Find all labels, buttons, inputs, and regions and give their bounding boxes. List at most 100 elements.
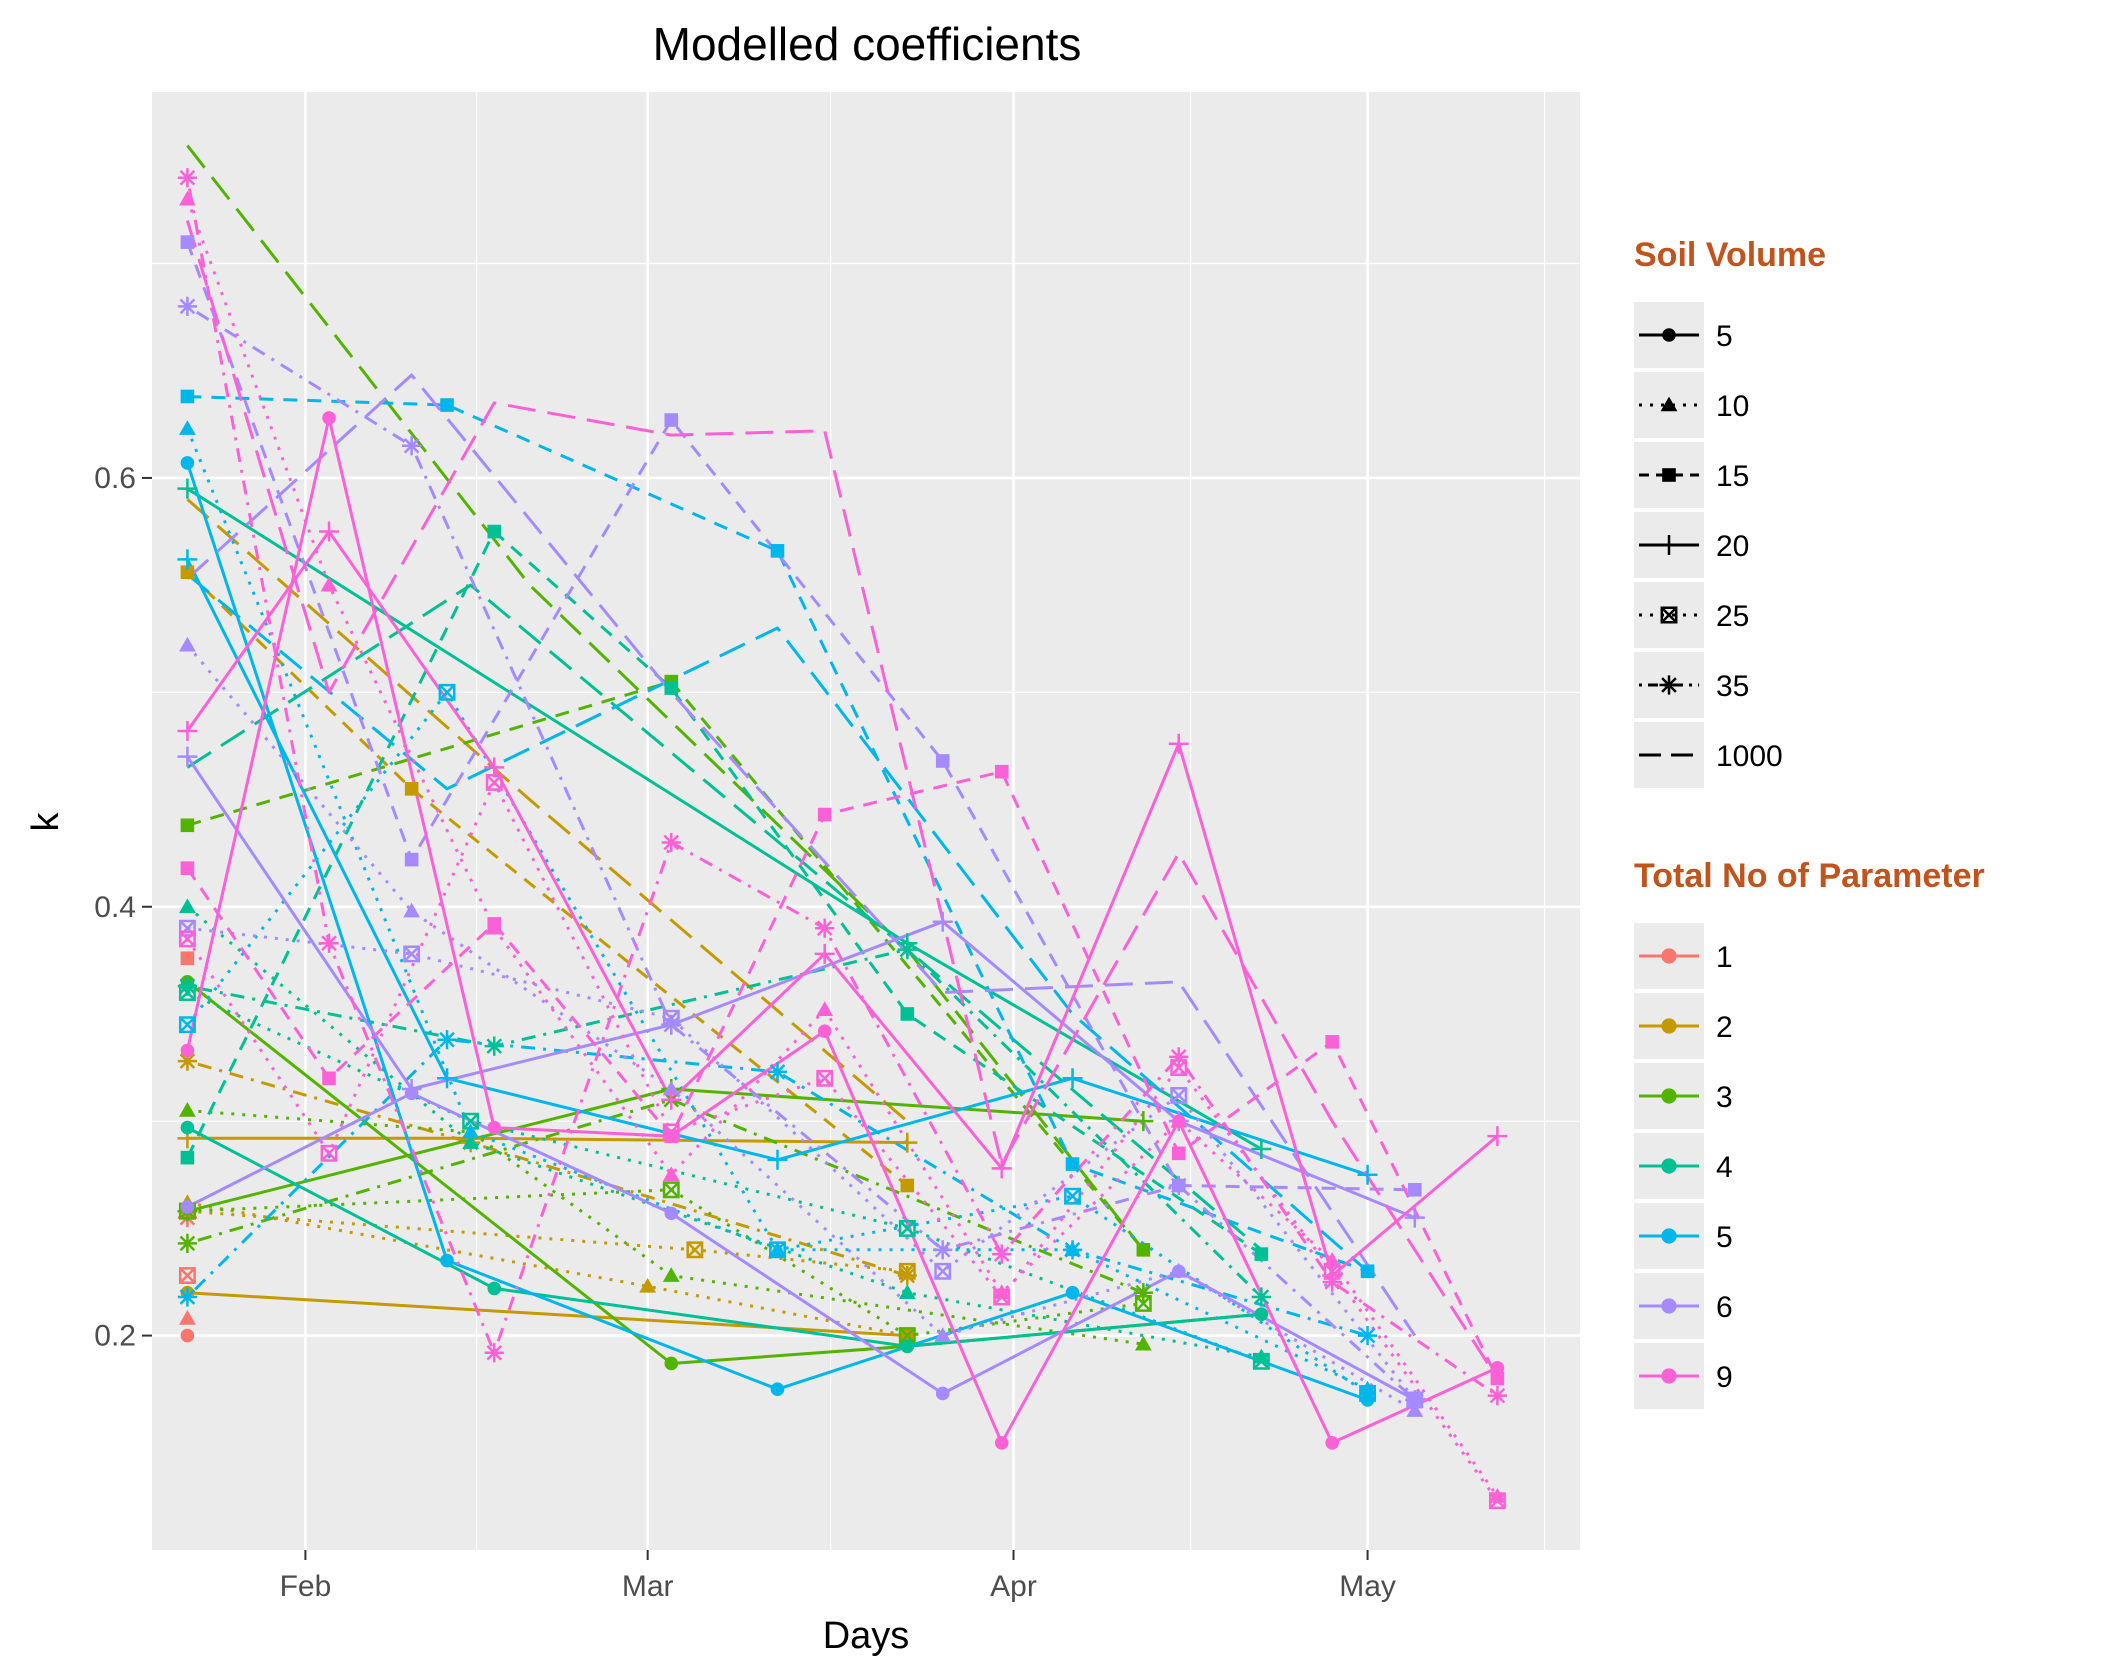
series-p5-v5-point — [1065, 1285, 1080, 1300]
legend-item: 3 — [1634, 1063, 1733, 1129]
legend-label: 5 — [1716, 1221, 1733, 1254]
x-tick-label: Feb — [280, 1570, 332, 1603]
legend-item: 5 — [1634, 302, 1733, 368]
legend-item: 1000 — [1634, 722, 1783, 788]
series-p9-v15-point — [180, 861, 195, 875]
series-p9-v15-point — [487, 917, 502, 931]
series-p9-v10-point — [320, 576, 338, 592]
series-p9-v35-point — [1487, 1386, 1507, 1406]
series-p9-v25-point — [993, 1288, 1011, 1306]
series-p9-v25-point — [662, 1123, 680, 1141]
series-p5-v20-point — [1062, 1068, 1083, 1089]
series-p5-v20-point — [177, 549, 198, 570]
legend-label: 9 — [1716, 1361, 1733, 1394]
legend-color-circle-icon — [1661, 948, 1677, 964]
legend-label: 5 — [1716, 320, 1733, 353]
series-p9-v35-point — [1169, 1047, 1189, 1067]
legend-color-circle-icon — [1661, 1018, 1677, 1034]
series-p9-v1000-line — [185, 220, 1499, 1380]
series-p3-v15-point — [180, 818, 195, 833]
legend-title: Total No of Parameter — [1634, 857, 1985, 895]
series-p3-v10-point — [662, 1267, 680, 1282]
series-p6-v15-point — [1407, 1182, 1422, 1197]
series-p9-v15-point — [1490, 1371, 1505, 1386]
series-p6-v35-point — [933, 1240, 953, 1260]
legend-shape-triangle-icon — [1660, 396, 1678, 412]
series-p2-v20-point — [897, 1132, 918, 1153]
series-p5-v10-point — [179, 420, 196, 435]
series-p5-v15-point — [1360, 1264, 1375, 1279]
series-p9-v5-point — [487, 1120, 502, 1135]
legend-item: 1 — [1634, 923, 1733, 989]
series-p5-v10-point — [1359, 1380, 1376, 1396]
legend-label: 1000 — [1716, 740, 1783, 773]
series-p9-v5-point — [1490, 1360, 1505, 1375]
series-p4-v15-line — [186, 530, 1263, 1256]
series-p6-v5-point — [180, 1200, 195, 1214]
series-p1-v25-point — [178, 1267, 196, 1284]
series-p6-v10-point — [179, 636, 196, 652]
series-p5-v25-point — [438, 683, 456, 701]
series-p4-v5-line — [186, 1126, 1262, 1348]
series-p6-v15-point — [180, 235, 195, 249]
series-p6-v25-point — [403, 945, 421, 963]
series-p9-v20-point — [1168, 733, 1189, 754]
legend-label: 20 — [1716, 530, 1749, 563]
x-tick-label: May — [1339, 1570, 1396, 1603]
series-p5-v35-point — [767, 1062, 788, 1082]
y-axis: 0.2 0.4 0.6 — [94, 462, 152, 1353]
y-tick-label: 0.2 — [94, 1320, 136, 1353]
series-p6-v15-point — [664, 413, 679, 427]
series-p9-v15-point — [1325, 1035, 1339, 1049]
series-p9-v10-point — [993, 1284, 1011, 1300]
series-p5-v35-point — [1357, 1325, 1378, 1346]
series-p9-v15-point — [994, 764, 1009, 779]
legend-label: 4 — [1716, 1151, 1733, 1184]
series-p6-v5-point — [935, 1386, 950, 1401]
series-p6-v20-point — [932, 911, 953, 932]
legend-label: 1 — [1716, 941, 1733, 974]
series-p2-v1000-line — [186, 498, 909, 1123]
series-p2-v15-point — [180, 565, 195, 580]
series-p2-v35-point — [177, 1051, 198, 1071]
series-p6-v15-point — [935, 754, 950, 768]
series-p9-v35-point — [177, 168, 198, 188]
series-p3-v5-point — [664, 1356, 679, 1371]
series-p4-v10-point — [1252, 1348, 1270, 1364]
series-p5-v15-line — [187, 395, 1369, 1273]
series-p6-v35-line — [186, 305, 1416, 1402]
series-p6-v35-point — [661, 1015, 681, 1035]
legend-item: 5 — [1634, 1203, 1733, 1269]
series-p4-v35-point — [897, 940, 917, 960]
series-p4-v15-point — [180, 1150, 195, 1165]
series-p6-v25-line — [187, 926, 1416, 1401]
series-p6-v10-point — [1406, 1402, 1424, 1417]
series-p9-v10-point — [816, 1001, 834, 1016]
series-p4-v20-point — [177, 478, 198, 499]
series-p9-v35-point — [484, 1343, 504, 1363]
series-p4-v5-point — [1254, 1307, 1269, 1321]
legend-shape-circle-icon — [1662, 328, 1676, 342]
y-axis-title: k — [25, 812, 67, 832]
legend-title: Soil Volume — [1634, 236, 1826, 274]
series-p9-v25-point — [816, 1069, 834, 1087]
series-p5-v5-point — [180, 456, 195, 470]
series-p2-v10-line — [187, 1201, 908, 1338]
series-p6-v35-point — [177, 296, 198, 317]
chart-title: Modelled coefficients — [653, 18, 1082, 70]
series-p6-v10-point — [1170, 1262, 1188, 1278]
series-p4-v15-point — [487, 524, 502, 539]
x-axis-title: Days — [823, 1615, 910, 1657]
series-p9-v15-point — [817, 807, 832, 822]
series-p6-v1000-line — [186, 373, 1417, 1337]
legend-color-circle-icon — [1661, 1088, 1677, 1104]
series-p4-v5-point — [487, 1281, 502, 1296]
legend-color-circle-icon — [1661, 1228, 1677, 1244]
series-p4-v15-point — [1254, 1247, 1269, 1261]
legend-label: 35 — [1716, 670, 1749, 703]
series-p6-v20-line — [186, 755, 1416, 1220]
legend-shape-plus-icon — [1659, 535, 1679, 555]
series-p9-v25-point — [485, 773, 503, 791]
